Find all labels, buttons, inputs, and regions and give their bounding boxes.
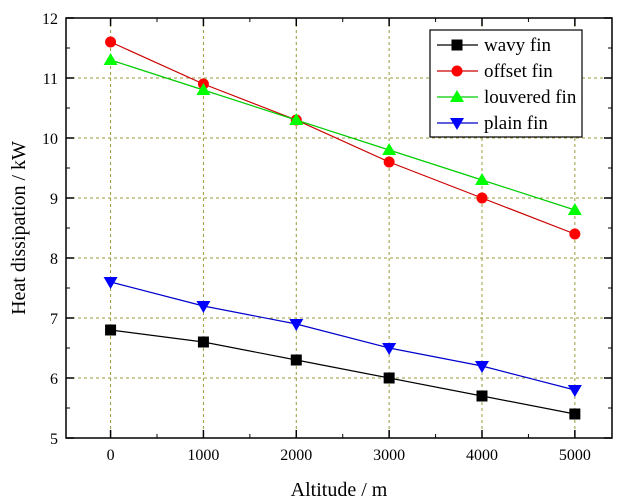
data-point-plain-fin: [382, 343, 397, 355]
series-louvered-fin: [103, 53, 582, 215]
y-tick-label: 5: [50, 431, 58, 448]
y-tick-label: 10: [42, 131, 58, 148]
legend: wavy fin offset fin louvered fin plain fin: [429, 29, 583, 138]
series-line-offset-fin: [110, 41, 576, 235]
series-line-wavy-fin: [110, 329, 575, 415]
series-plain-fin: [103, 277, 582, 397]
data-point-wavy-fin: [569, 408, 581, 420]
y-tick-label: 11: [43, 71, 58, 88]
data-point-louvered-fin: [382, 143, 397, 155]
y-tick-label: 12: [42, 11, 58, 28]
legend-label-wavy-fin: wavy fin: [484, 35, 552, 56]
x-tick-label: 3000: [373, 447, 405, 464]
legend-label-plain-fin: plain fin: [484, 113, 548, 134]
y-tick-label: 7: [50, 311, 58, 328]
legend-marker-wavy-fin: [451, 39, 463, 51]
legend-box: [429, 29, 583, 138]
x-tick-label: 0: [107, 447, 115, 464]
x-tick-label: 4000: [466, 447, 498, 464]
data-point-wavy-fin: [197, 336, 209, 348]
data-point-wavy-fin: [105, 324, 117, 336]
data-point-louvered-fin: [475, 173, 489, 185]
series-line-louvered-fin: [110, 59, 576, 211]
series-wavy-fin: [105, 324, 581, 420]
series-line-plain-fin: [110, 281, 576, 391]
x-tick-label: 1000: [187, 447, 219, 464]
data-point-plain-fin: [475, 361, 489, 373]
data-point-offset-fin: [476, 192, 488, 204]
data-point-louvered-fin: [567, 203, 582, 215]
data-point-plain-fin: [196, 301, 211, 313]
ticks: 0 1000 2000 3000 4000 5000 5 6 7 8 9 10 11 12: [42, 11, 612, 464]
data-point-plain-fin: [103, 277, 118, 289]
legend-label-louvered-fin: louvered fin: [484, 87, 577, 108]
legend-marker-louvered-fin: [450, 90, 464, 102]
y-axis-label: Heat dissipation / kW: [8, 141, 30, 315]
data-point-offset-fin: [569, 228, 581, 240]
x-tick-label: 5000: [559, 447, 591, 464]
data-point-offset-fin: [383, 156, 395, 168]
y-tick-label: 9: [50, 191, 58, 208]
data-point-plain-fin: [289, 319, 304, 331]
x-tick-label: 2000: [280, 447, 312, 464]
data-point-louvered-fin: [103, 53, 118, 65]
data-point-wavy-fin: [383, 372, 395, 384]
y-tick-label: 6: [50, 371, 58, 388]
y-tick-label: 8: [50, 251, 58, 268]
data-point-plain-fin: [567, 385, 582, 397]
series-layer: [103, 36, 582, 420]
legend-label-offset-fin: offset fin: [484, 61, 553, 82]
legend-marker-offset-fin: [451, 65, 463, 77]
x-axis-label: Altitude / m: [291, 479, 388, 501]
data-point-wavy-fin: [290, 354, 302, 366]
data-point-wavy-fin: [476, 390, 488, 402]
legend-marker-plain-fin: [450, 118, 464, 130]
data-point-offset-fin: [105, 36, 117, 48]
data-point-louvered-fin: [196, 83, 211, 95]
data-point-louvered-fin: [289, 113, 304, 125]
